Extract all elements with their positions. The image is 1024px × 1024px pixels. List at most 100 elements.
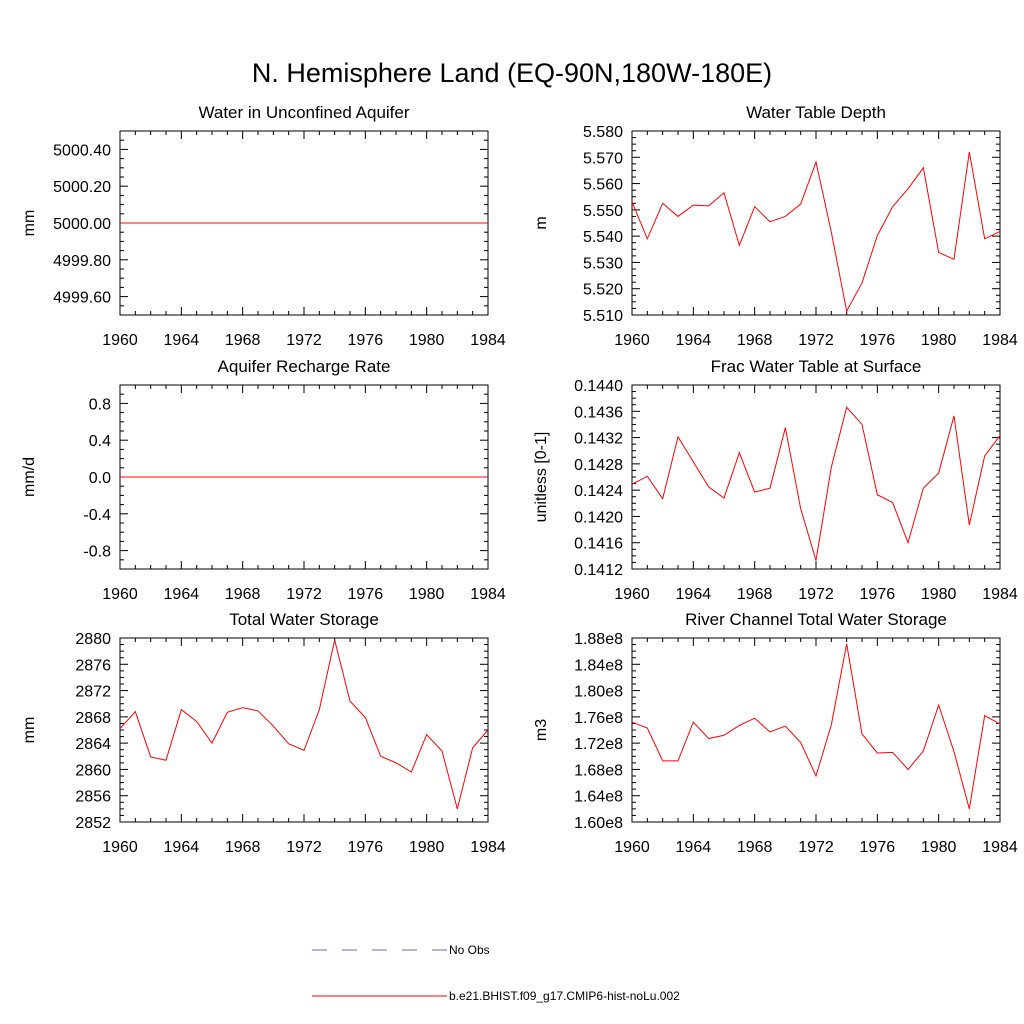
main-title: N. Hemisphere Land (EQ-90N,180W-180E) bbox=[252, 58, 772, 88]
x-tick-label: 1968 bbox=[737, 332, 773, 349]
y-tick-label: 0.1424 bbox=[574, 483, 623, 500]
x-tick-label: 1984 bbox=[982, 332, 1018, 349]
y-tick-label: 1.60e8 bbox=[574, 815, 623, 832]
y-tick-label: 2872 bbox=[75, 684, 111, 701]
y-tick-label: 0.1428 bbox=[574, 457, 623, 474]
y-tick-label: -0.4 bbox=[83, 507, 111, 524]
y-tick-label: 1.76e8 bbox=[574, 710, 623, 727]
y-tick-label: 5.520 bbox=[583, 282, 623, 299]
series-line bbox=[631, 643, 1001, 809]
y-tick-label: 4999.80 bbox=[53, 253, 111, 270]
y-tick-label: 5000.40 bbox=[53, 142, 111, 159]
x-tick-label: 1960 bbox=[614, 332, 650, 349]
panel-title: Total Water Storage bbox=[229, 610, 379, 629]
x-tick-label: 1964 bbox=[164, 586, 200, 603]
y-tick-label: 2868 bbox=[75, 710, 111, 727]
panel-2: Water Table Depth m 1960 1964 1968 1972 1976 19… bbox=[533, 103, 1018, 349]
x-tick-label: 1972 bbox=[798, 839, 834, 856]
legend-label: b.e21.BHIST.f09_g17.CMIP6-hist-noLu.002 bbox=[449, 989, 680, 1003]
x-tick-label: 1960 bbox=[102, 332, 138, 349]
panel-title: Water Table Depth bbox=[746, 103, 886, 122]
y-axis-label: mm bbox=[21, 717, 38, 744]
y-tick-label: 5.570 bbox=[583, 150, 623, 167]
y-tick-label: 5.510 bbox=[583, 308, 623, 325]
legend: No Obs b.e21.BHIST.f09_g17.CMIP6-hist-noL… bbox=[312, 943, 680, 1003]
panel-title: Frac Water Table at Surface bbox=[711, 357, 922, 376]
y-tick-label: 1.84e8 bbox=[574, 657, 623, 674]
x-tick-label: 1984 bbox=[470, 839, 506, 856]
y-tick-label: 5.550 bbox=[583, 203, 623, 220]
x-tick-label: 1964 bbox=[164, 332, 200, 349]
panel-title: Aquifer Recharge Rate bbox=[218, 357, 391, 376]
x-tick-label: 1972 bbox=[286, 332, 322, 349]
x-tick-label: 1980 bbox=[921, 839, 957, 856]
y-tick-label: 1.72e8 bbox=[574, 736, 623, 753]
x-tick-label: 1968 bbox=[225, 839, 261, 856]
y-axis-label: mm bbox=[21, 210, 38, 237]
x-tick-label: 1972 bbox=[798, 586, 834, 603]
y-tick-label: 2876 bbox=[75, 657, 111, 674]
y-tick-label: 5000.20 bbox=[53, 179, 111, 196]
x-tick-label: 1960 bbox=[102, 839, 138, 856]
x-tick-label: 1960 bbox=[102, 586, 138, 603]
y-tick-label: -0.8 bbox=[83, 544, 111, 561]
panel-3: Aquifer Recharge Rate mm/d 1960 1964 1968 197… bbox=[21, 357, 506, 603]
y-tick-label: 1.80e8 bbox=[574, 684, 623, 701]
panel-title: Water in Unconfined Aquifer bbox=[198, 103, 409, 122]
y-tick-label: 0.1440 bbox=[574, 378, 623, 395]
y-tick-label: 1.68e8 bbox=[574, 762, 623, 779]
plot-frame bbox=[631, 130, 1001, 316]
x-tick-label: 1968 bbox=[225, 332, 261, 349]
panel-5: Total Water Storage mm 1960 1964 1968 1972 197… bbox=[21, 610, 506, 856]
x-tick-label: 1964 bbox=[164, 839, 200, 856]
y-tick-label: 0.1436 bbox=[574, 404, 623, 421]
x-tick-label: 1972 bbox=[286, 586, 322, 603]
y-tick-label: 0.1432 bbox=[574, 431, 623, 448]
x-tick-label: 1968 bbox=[737, 586, 773, 603]
x-tick-label: 1984 bbox=[470, 332, 506, 349]
x-tick-label: 1972 bbox=[798, 332, 834, 349]
y-tick-label: 2852 bbox=[75, 815, 111, 832]
x-tick-label: 1980 bbox=[409, 839, 445, 856]
x-tick-label: 1976 bbox=[348, 332, 384, 349]
x-tick-label: 1976 bbox=[348, 586, 384, 603]
y-tick-label: 5.560 bbox=[583, 177, 623, 194]
x-tick-label: 1960 bbox=[614, 586, 650, 603]
y-tick-label: 5.540 bbox=[583, 229, 623, 246]
x-tick-label: 1976 bbox=[348, 839, 384, 856]
panel-1: Water in Unconfined Aquifer mm 1960 1964 196… bbox=[21, 103, 506, 349]
x-tick-label: 1980 bbox=[921, 586, 957, 603]
legend-item: b.e21.BHIST.f09_g17.CMIP6-hist-noLu.002 bbox=[312, 989, 680, 1003]
x-tick-label: 1964 bbox=[676, 839, 712, 856]
series-line bbox=[631, 151, 1001, 313]
legend-label: No Obs bbox=[449, 943, 490, 957]
y-tick-label: 2860 bbox=[75, 762, 111, 779]
y-tick-label: 4999.60 bbox=[53, 290, 111, 307]
x-tick-label: 1972 bbox=[286, 839, 322, 856]
x-tick-label: 1968 bbox=[737, 839, 773, 856]
y-axis-label: m3 bbox=[533, 719, 550, 741]
series-line bbox=[631, 406, 1001, 561]
x-tick-label: 1980 bbox=[921, 332, 957, 349]
y-tick-label: 5000.00 bbox=[53, 216, 111, 233]
series-line bbox=[119, 639, 489, 809]
plot-frame bbox=[631, 384, 1001, 570]
x-tick-label: 1980 bbox=[409, 586, 445, 603]
y-tick-label: 2880 bbox=[75, 631, 111, 648]
x-tick-label: 1984 bbox=[982, 839, 1018, 856]
x-tick-label: 1964 bbox=[676, 332, 712, 349]
legend-item: No Obs bbox=[312, 943, 490, 957]
y-tick-label: 1.88e8 bbox=[574, 631, 623, 648]
x-tick-label: 1960 bbox=[614, 839, 650, 856]
x-tick-label: 1964 bbox=[676, 586, 712, 603]
y-tick-label: 5.580 bbox=[583, 124, 623, 141]
y-tick-label: 0.0 bbox=[89, 470, 111, 487]
panel-title: River Channel Total Water Storage bbox=[685, 610, 947, 629]
x-tick-label: 1976 bbox=[860, 839, 896, 856]
x-tick-label: 1976 bbox=[860, 332, 896, 349]
x-tick-label: 1968 bbox=[225, 586, 261, 603]
panels: Water in Unconfined Aquifer mm 1960 1964 196… bbox=[21, 103, 1018, 856]
plot-frame bbox=[631, 637, 1001, 823]
y-tick-label: 2864 bbox=[75, 736, 111, 753]
